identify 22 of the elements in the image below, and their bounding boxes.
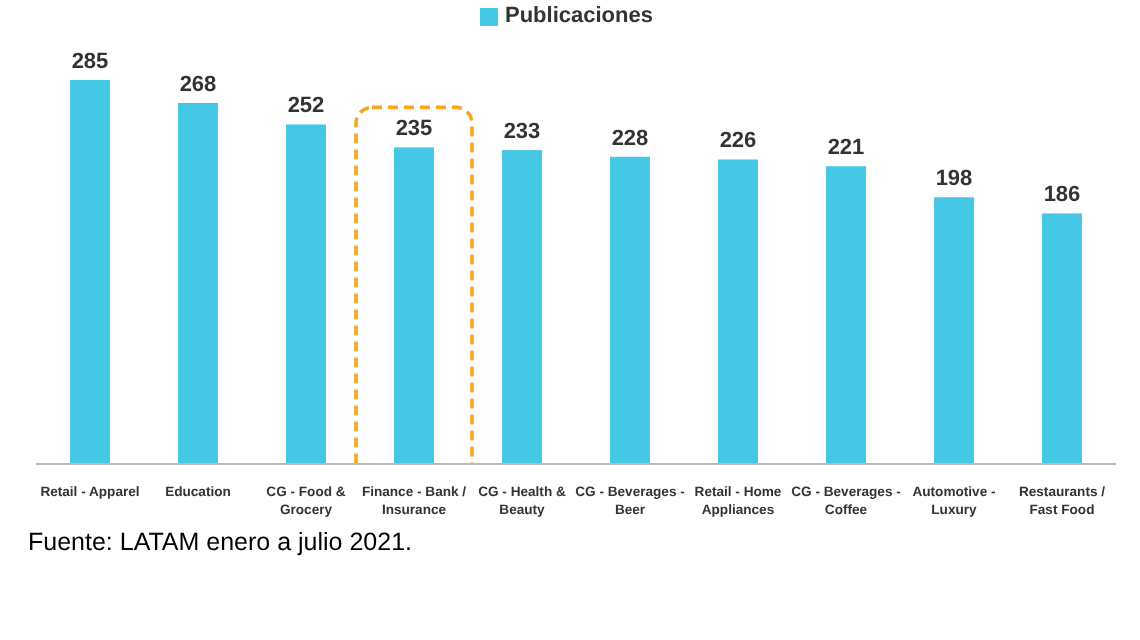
bar bbox=[394, 147, 434, 464]
data-label: 285 bbox=[71, 50, 109, 74]
data-label: 221 bbox=[827, 136, 865, 161]
bar bbox=[610, 156, 650, 464]
bar bbox=[70, 80, 110, 464]
bar bbox=[502, 150, 542, 464]
data-label: 235 bbox=[395, 117, 433, 142]
source-note: Fuente: LATAM enero a julio 2021. bbox=[28, 528, 413, 556]
data-label: 198 bbox=[935, 167, 973, 192]
bar bbox=[1042, 213, 1082, 464]
bar bbox=[178, 102, 218, 464]
data-label: 186 bbox=[1043, 183, 1081, 208]
bar bbox=[286, 124, 326, 464]
data-label: 268 bbox=[179, 72, 217, 97]
bar bbox=[934, 197, 974, 464]
data-label: 226 bbox=[719, 129, 757, 154]
bar bbox=[718, 159, 758, 464]
data-label: 233 bbox=[503, 120, 541, 145]
data-label: 252 bbox=[287, 94, 325, 119]
legend-label: Publicaciones bbox=[505, 4, 653, 28]
bar bbox=[826, 166, 866, 464]
data-label: 228 bbox=[611, 126, 649, 151]
